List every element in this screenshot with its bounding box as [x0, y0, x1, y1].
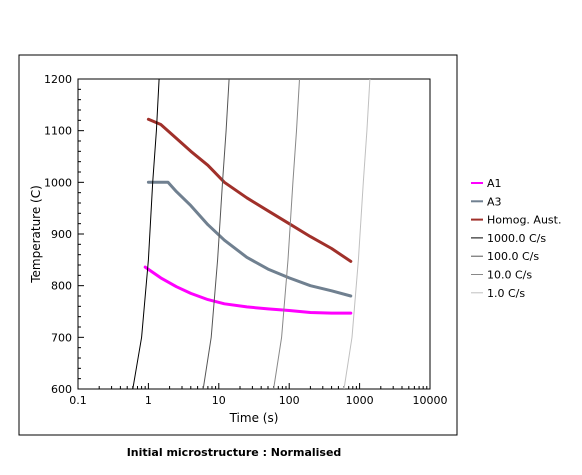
- legend-label: 100.0 C/s: [487, 250, 539, 263]
- x-axis-title: Time (s): [229, 411, 279, 425]
- y-tick-label: 1000: [44, 176, 72, 189]
- x-tick-label: 100: [279, 394, 300, 407]
- minor-ticks: [78, 88, 428, 389]
- x-tick-label: 0.1: [69, 394, 87, 407]
- x-tick-label: 10000: [413, 394, 448, 407]
- x-tick-label: 1000: [346, 394, 374, 407]
- series-line-6: [343, 79, 371, 389]
- series-line-5: [273, 79, 300, 389]
- y-tick-label: 800: [51, 280, 72, 293]
- y-tick-label: 600: [51, 383, 72, 396]
- legend-label: 1.0 C/s: [487, 287, 525, 300]
- y-tick-label: 1100: [44, 125, 72, 138]
- legend: A1 A3 Homog. Aust. 1000.0 C/s 100.0 C/s 10.0 …: [471, 177, 561, 300]
- chart-caption: Initial microstructure : Normalised: [127, 446, 342, 459]
- legend-label: 10.0 C/s: [487, 269, 532, 282]
- x-tick-label: 10: [212, 394, 226, 407]
- series-line-3: [132, 79, 160, 389]
- legend-label: A1: [487, 177, 502, 190]
- legend-label: 1000.0 C/s: [487, 232, 546, 245]
- series-line-1: [146, 180, 353, 298]
- y-axis-ticks: 600 700 800 900 1000 1100 1200: [44, 73, 84, 396]
- plot-area: [77, 78, 431, 390]
- y-axis-title: Temperature (C): [29, 185, 43, 284]
- y-tick-label: 700: [51, 331, 72, 344]
- series-line-0: [143, 265, 353, 315]
- y-tick-label: 900: [51, 228, 72, 241]
- series-line-2: [146, 117, 353, 263]
- legend-label: Homog. Aust.: [487, 214, 561, 227]
- y-tick-label: 1200: [44, 73, 72, 86]
- x-axis-ticks: 0.1 1 10 100 1000 10000: [69, 383, 448, 407]
- x-tick-label: 1: [145, 394, 152, 407]
- series-line-4: [202, 79, 230, 389]
- legend-label: A3: [487, 195, 502, 208]
- series-layer: [132, 79, 371, 389]
